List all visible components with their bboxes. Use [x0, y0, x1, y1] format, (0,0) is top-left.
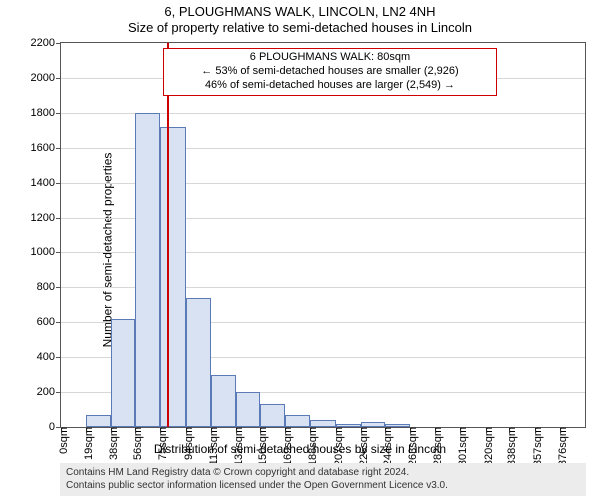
histogram-bar — [160, 127, 185, 427]
ytick-label: 1400 — [31, 177, 61, 189]
ytick-label: 600 — [37, 316, 61, 328]
histogram-bar — [186, 298, 211, 427]
histogram-bar — [236, 392, 260, 427]
plot-area: 0200400600800100012001400160018002000220… — [60, 42, 586, 428]
attribution-line2: Contains public sector information licen… — [66, 480, 580, 493]
x-axis-title: Distribution of semi-detached houses by … — [0, 442, 600, 456]
ytick-label: 200 — [37, 386, 61, 398]
attribution-block: Contains HM Land Registry data © Crown c… — [60, 463, 586, 496]
histogram-bar — [285, 415, 310, 427]
histogram-bar — [385, 424, 410, 427]
title-block: 6, PLOUGHMANS WALK, LINCOLN, LN2 4NH Siz… — [0, 4, 600, 36]
histogram-bar — [361, 422, 385, 427]
histogram-bar — [336, 424, 361, 427]
callout-line-3: 46% of semi-detached houses are larger (… — [170, 79, 490, 93]
attribution-line1: Contains HM Land Registry data © Crown c… — [66, 467, 580, 480]
marker-line — [167, 43, 169, 427]
ytick-label: 1000 — [31, 246, 61, 258]
chart-area: 0200400600800100012001400160018002000220… — [60, 42, 586, 428]
ytick-label: 2000 — [31, 72, 61, 84]
ytick-label: 1600 — [31, 142, 61, 154]
ytick-label: 400 — [37, 351, 61, 363]
figure-root: 6, PLOUGHMANS WALK, LINCOLN, LN2 4NH Siz… — [0, 0, 600, 500]
histogram-bar — [86, 415, 111, 427]
histogram-bar — [135, 113, 160, 427]
ytick-label: 800 — [37, 281, 61, 293]
callout-line-2: ← 53% of semi-detached houses are smalle… — [170, 65, 490, 79]
histogram-bar — [310, 420, 335, 427]
ytick-label: 1200 — [31, 212, 61, 224]
title-line2: Size of property relative to semi-detach… — [0, 20, 600, 37]
histogram-bar — [260, 404, 285, 427]
callout-line-1: 6 PLOUGHMANS WALK: 80sqm — [170, 51, 490, 65]
ytick-label: 2200 — [31, 37, 61, 49]
ytick-label: 1800 — [31, 107, 61, 119]
title-line1: 6, PLOUGHMANS WALK, LINCOLN, LN2 4NH — [0, 4, 600, 20]
callout-box: 6 PLOUGHMANS WALK: 80sqm← 53% of semi-de… — [163, 48, 497, 95]
histogram-bar — [211, 375, 236, 427]
histogram-bar — [111, 319, 135, 427]
